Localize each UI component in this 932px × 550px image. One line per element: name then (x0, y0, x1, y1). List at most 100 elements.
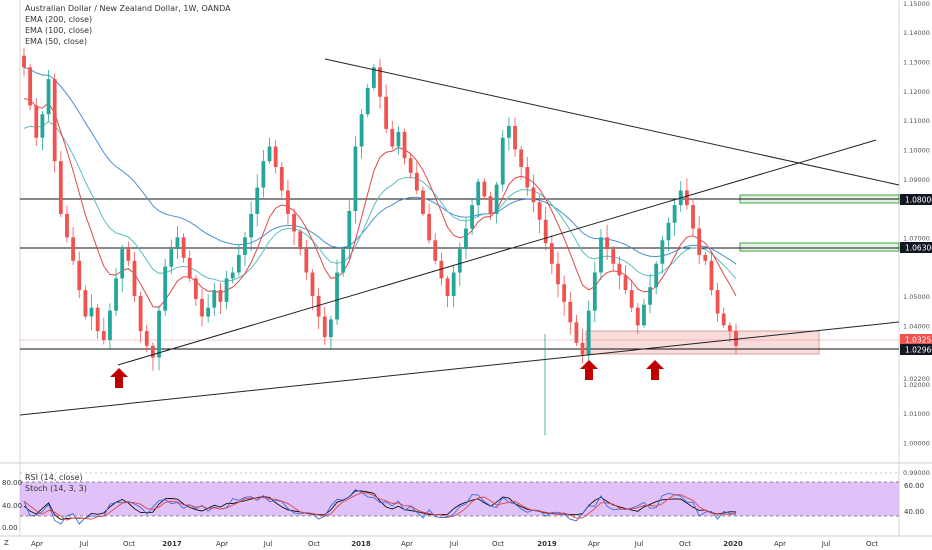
candle-body (605, 237, 610, 250)
green-zone-1063 (739, 242, 900, 252)
candle-body (421, 190, 425, 214)
candle-body (402, 131, 407, 159)
ema-100-label: EMA (100, close) (25, 26, 93, 35)
candle-body (660, 240, 665, 264)
candle-body (120, 249, 125, 279)
candle-body (230, 272, 235, 279)
candle-body (261, 161, 266, 188)
candle-body (666, 222, 671, 241)
time-tick-label: 2018 (351, 540, 371, 548)
time-tick-label: Apr (401, 540, 413, 548)
candle-body (132, 260, 137, 296)
candle-body (611, 249, 616, 264)
time-tick-label: Jul (821, 540, 831, 548)
trendline-rising-channel (117, 139, 877, 366)
candle-body (549, 243, 554, 264)
osc-left-tick: 40.00 (2, 502, 22, 510)
candle-body (464, 228, 468, 250)
candle-body (727, 325, 732, 332)
candle-body (58, 161, 63, 214)
candle-body (65, 213, 69, 238)
candle-body (114, 278, 118, 311)
candle-body (451, 272, 456, 296)
candle-body (580, 342, 585, 355)
price-tick-label: 1.13000 (903, 59, 930, 67)
candle-body (390, 128, 395, 147)
candle-body (556, 263, 560, 285)
price-tick-label: 0.99000 (903, 469, 930, 477)
candle-body (286, 190, 290, 214)
candle-body (316, 295, 321, 317)
candle-body (408, 158, 413, 173)
candle-body (46, 79, 51, 115)
ema-50-label: EMA (50, close) (25, 37, 88, 46)
chart-legend: Australian Dollar / New Zealand Dollar, … (25, 3, 231, 47)
time-tick-label: Apr (216, 540, 228, 548)
candle-body (347, 210, 352, 250)
candle-body (734, 331, 738, 346)
rsi-label: RSI (14, close) (25, 473, 83, 482)
candle-body (457, 249, 462, 273)
candle-body (537, 202, 542, 220)
candle-body (433, 240, 438, 261)
candle-body (279, 167, 284, 191)
candle-body (623, 275, 628, 291)
candle-body (654, 263, 659, 288)
candle-body (200, 298, 204, 317)
candle-body (150, 345, 155, 358)
candle-body (494, 184, 499, 214)
time-tick-label: Apr (588, 540, 600, 548)
time-tick-label: Oct (492, 540, 504, 548)
candle-body (617, 263, 622, 276)
corner-label[interactable]: Z (4, 539, 9, 547)
candle-body (715, 290, 720, 314)
price-tick-label: 1.15000 (903, 0, 930, 8)
candle-body (691, 205, 695, 229)
candle-body (482, 181, 487, 197)
candle-body (684, 190, 689, 206)
candle-body (273, 146, 278, 168)
candle-body (243, 237, 247, 255)
candle-body (157, 310, 161, 358)
time-tick-label: Oct (123, 540, 135, 548)
price-tick-label: 1.07000 (903, 234, 930, 242)
price-tick-label: 1.02200 (903, 375, 930, 383)
candle-body (40, 114, 45, 138)
candle-body (371, 67, 376, 88)
candle-body (255, 187, 260, 214)
svg-text:1.02966: 1.02966 (905, 346, 932, 355)
stoch-d-line (23, 492, 737, 521)
price-tick-label: 1.04000 (903, 322, 930, 330)
candle-body (672, 205, 677, 223)
candle-body (328, 319, 333, 337)
up-arrow-icon (110, 368, 128, 388)
candle-body (378, 67, 382, 97)
candle-body (310, 272, 315, 296)
price-tick-label: 1.12000 (903, 88, 930, 96)
ema-100-line (23, 120, 737, 282)
stoch-label: Stoch (14, 3, 3) (25, 484, 87, 493)
candle-body (592, 272, 597, 311)
candle-body (335, 272, 339, 320)
candle-body (95, 307, 100, 332)
svg-text:1.06300: 1.06300 (905, 244, 932, 253)
candle-body (642, 304, 646, 326)
candle-body (586, 310, 591, 355)
candle-body (721, 313, 726, 326)
price-tick-label: 1.09000 (903, 176, 930, 184)
candle-body (506, 126, 511, 138)
candle-body (71, 237, 76, 261)
candle-body (34, 105, 39, 138)
price-label-current: 1.03258 (900, 334, 932, 345)
oscillator-legend: RSI (14, close) Stoch (14, 3, 3) (25, 472, 87, 494)
osc-right-tick: 60.00 (904, 482, 924, 490)
time-tick-label: 2019 (537, 540, 557, 548)
candle-body (365, 87, 370, 115)
candle-body (562, 284, 567, 302)
up-arrow-icon (580, 360, 598, 380)
svg-text:1.03258: 1.03258 (905, 336, 932, 345)
candle-body (629, 290, 634, 308)
osc-left-tick: 80.00 (2, 479, 22, 487)
candle-body (83, 290, 88, 317)
